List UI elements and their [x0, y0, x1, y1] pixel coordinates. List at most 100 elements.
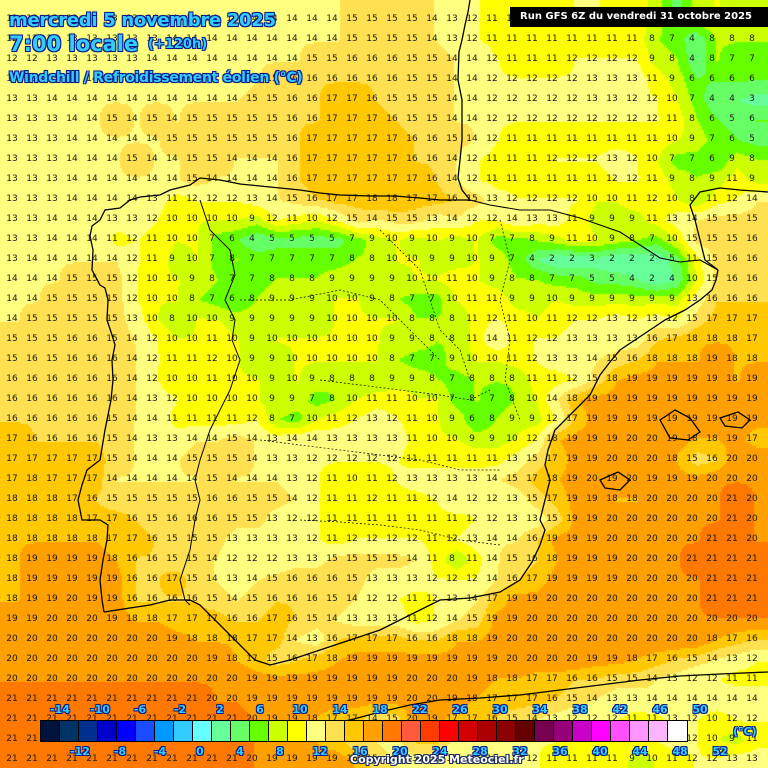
grid-value: 19 — [286, 674, 298, 684]
grid-value: 12 — [146, 334, 158, 344]
grid-value: 15 — [246, 514, 258, 524]
grid-value: 15 — [106, 454, 118, 464]
grid-value: 20 — [726, 614, 738, 624]
grid-value: 16 — [746, 234, 758, 244]
grid-value: 16 — [46, 434, 58, 444]
grid-value: 16 — [566, 674, 578, 684]
grid-value: 9 — [309, 294, 315, 304]
grid-value: 17 — [46, 474, 58, 484]
grid-value: 16 — [386, 74, 398, 84]
grid-value: 13 — [106, 14, 118, 24]
grid-value: 15 — [266, 494, 278, 504]
grid-value: 12 — [26, 34, 38, 44]
grid-value: 9 — [289, 314, 295, 324]
grid-value: 19 — [86, 574, 98, 584]
grid-value: 16 — [86, 354, 98, 364]
grid-value: 12 — [246, 414, 258, 424]
grid-value: 17 — [346, 134, 358, 144]
grid-value: 14 — [246, 74, 258, 84]
grid-value: 8 — [709, 34, 715, 44]
grid-value: 10 — [386, 234, 398, 244]
grid-value: 15 — [186, 454, 198, 464]
legend-label-bottom: -12 — [70, 745, 90, 758]
grid-value: 14 — [46, 234, 58, 244]
grid-value: 13 — [226, 74, 238, 84]
grid-value: 13 — [66, 54, 78, 64]
grid-value: 10 — [206, 214, 218, 224]
grid-value: 12 — [346, 534, 358, 544]
grid-value: 20 — [146, 674, 158, 684]
grid-value: 20 — [726, 454, 738, 464]
grid-value: 14 — [226, 94, 238, 104]
grid-value: 12 — [586, 714, 598, 724]
grid-value: 16 — [286, 74, 298, 84]
grid-value: 20 — [406, 674, 418, 684]
grid-value: 21 — [186, 714, 198, 724]
grid-value: 18 — [726, 334, 738, 344]
grid-value: 17 — [506, 694, 518, 704]
grid-value: 10 — [426, 434, 438, 444]
grid-value: 8 — [369, 374, 375, 384]
grid-value: 7 — [689, 154, 695, 164]
grid-value: 4 — [689, 54, 695, 64]
grid-value: 19 — [26, 574, 38, 584]
grid-value: 18 — [606, 374, 618, 384]
grid-value: 10 — [666, 234, 678, 244]
grid-value: 16 — [706, 454, 718, 464]
grid-value: 16 — [526, 554, 538, 564]
grid-value: 14 — [506, 214, 518, 224]
grid-value: 9 — [609, 214, 615, 224]
grid-value: 15 — [686, 234, 698, 244]
grid-value: 14 — [426, 34, 438, 44]
grid-value: 16 — [126, 594, 138, 604]
grid-value: 19 — [46, 574, 58, 584]
grid-value: 8 — [749, 34, 755, 44]
grid-value: 19 — [686, 374, 698, 384]
grid-value: 16 — [26, 394, 38, 404]
grid-value: 13 — [6, 94, 18, 104]
grid-value: 9 — [449, 234, 455, 244]
grid-value: 15 — [406, 114, 418, 124]
grid-value: 17 — [746, 434, 758, 444]
grid-value: 15 — [266, 574, 278, 584]
grid-value: 12 — [426, 574, 438, 584]
grid-value: 12 — [566, 314, 578, 324]
grid-value: 11 — [326, 494, 338, 504]
grid-value: 20 — [626, 514, 638, 524]
grid-value: 7 — [329, 254, 335, 264]
grid-value: 12 — [546, 194, 558, 204]
grid-value: 8 — [449, 334, 455, 344]
legend-swatch — [459, 721, 478, 741]
grid-value: 12 — [146, 354, 158, 364]
grid-value: 9 — [489, 274, 495, 284]
grid-value: 14 — [326, 14, 338, 24]
grid-value: 19 — [566, 554, 578, 564]
grid-value: 12 — [566, 194, 578, 204]
grid-value: 17 — [6, 454, 18, 464]
grid-value: 15 — [226, 454, 238, 464]
grid-value: 12 — [546, 334, 558, 344]
grid-value: 14 — [166, 454, 178, 464]
grid-value: 14 — [66, 174, 78, 184]
grid-value: 15 — [706, 274, 718, 284]
legend-swatch — [136, 721, 155, 741]
grid-value: 14 — [126, 114, 138, 124]
grid-value: 12 — [506, 94, 518, 104]
grid-value: 7 — [669, 154, 675, 164]
grid-value: 9 — [629, 294, 635, 304]
grid-value: 15 — [426, 114, 438, 124]
grid-value: 12 — [546, 114, 558, 124]
grid-value: 19 — [326, 754, 338, 764]
legend-label-bottom: 24 — [432, 745, 448, 758]
grid-value: 15 — [346, 574, 358, 584]
grid-value: 13 — [566, 354, 578, 364]
grid-value: 18 — [466, 634, 478, 644]
grid-value: 11 — [506, 354, 518, 364]
grid-value: 11 — [426, 514, 438, 524]
grid-value: 12 — [486, 494, 498, 504]
grid-value: 16 — [586, 674, 598, 684]
grid-value: 15 — [386, 214, 398, 224]
grid-value: 11 — [466, 554, 478, 564]
grid-value: 10 — [426, 394, 438, 404]
grid-value: 14 — [586, 354, 598, 364]
